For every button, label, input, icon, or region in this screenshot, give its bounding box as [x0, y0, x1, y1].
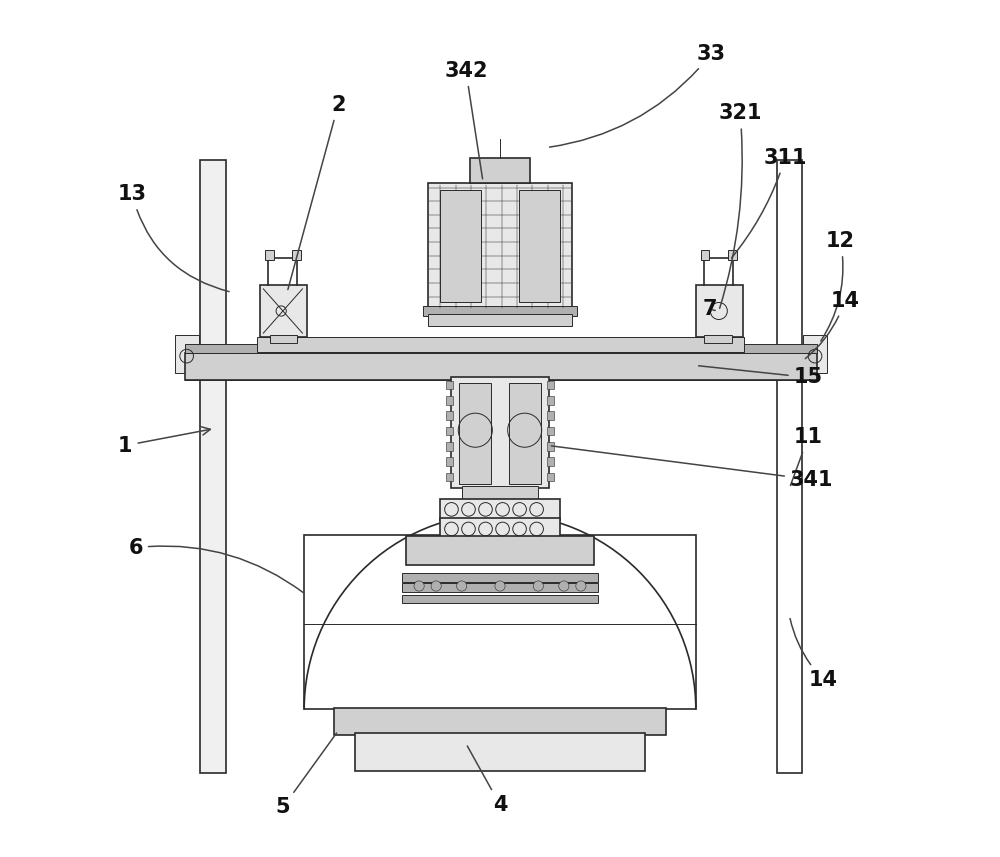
Bar	[428, 315, 572, 327]
Text: 311: 311	[732, 147, 807, 258]
Bar	[260, 285, 307, 337]
Bar	[423, 306, 577, 316]
Bar	[265, 249, 274, 260]
Circle shape	[431, 581, 441, 591]
Circle shape	[559, 581, 569, 591]
Bar	[440, 499, 560, 519]
Bar	[459, 383, 491, 484]
Bar	[547, 411, 554, 420]
Bar	[200, 160, 226, 773]
Circle shape	[576, 581, 586, 591]
Bar	[547, 427, 554, 435]
Bar	[406, 536, 594, 565]
Bar	[402, 573, 598, 582]
Bar	[428, 183, 572, 309]
Circle shape	[457, 581, 467, 591]
Bar	[803, 335, 827, 373]
Bar	[440, 518, 560, 539]
Bar	[446, 427, 453, 435]
Text: 15: 15	[699, 366, 823, 387]
Text: 341: 341	[551, 446, 833, 489]
Bar	[402, 595, 598, 603]
Circle shape	[495, 581, 505, 591]
Bar	[519, 190, 560, 303]
Bar	[547, 458, 554, 466]
Bar	[462, 486, 538, 500]
Bar	[185, 345, 817, 353]
Bar	[470, 158, 530, 183]
Bar	[446, 458, 453, 466]
Text: 2: 2	[288, 95, 345, 290]
Text: 1: 1	[118, 427, 210, 456]
Bar	[704, 335, 732, 344]
Text: 33: 33	[550, 44, 726, 147]
Text: 7: 7	[703, 299, 717, 320]
Text: 6: 6	[128, 537, 304, 593]
Bar	[446, 396, 453, 405]
Text: 12: 12	[821, 231, 855, 341]
Bar	[185, 353, 817, 380]
Text: 13: 13	[118, 184, 229, 291]
Bar	[547, 381, 554, 389]
Bar	[440, 190, 481, 303]
Bar	[509, 383, 541, 484]
Text: 4: 4	[467, 746, 507, 815]
Bar	[777, 160, 802, 773]
Text: 321: 321	[718, 104, 762, 309]
Text: 5: 5	[276, 733, 337, 818]
Bar	[547, 473, 554, 482]
Circle shape	[414, 581, 424, 591]
Bar	[355, 734, 645, 770]
Bar	[270, 335, 297, 344]
Bar	[547, 442, 554, 451]
Text: 11: 11	[790, 427, 823, 485]
Bar	[334, 708, 666, 735]
Bar	[547, 396, 554, 405]
Bar	[446, 411, 453, 420]
Circle shape	[533, 581, 543, 591]
Bar	[696, 285, 743, 337]
Bar	[304, 535, 696, 710]
Bar	[257, 337, 744, 352]
Bar	[402, 584, 598, 592]
Bar	[728, 249, 737, 260]
Bar	[446, 473, 453, 482]
Bar	[446, 381, 453, 389]
Text: 14: 14	[790, 619, 838, 690]
Bar	[446, 442, 453, 451]
Bar	[701, 249, 709, 260]
Text: 14: 14	[805, 291, 859, 358]
Bar	[175, 335, 199, 373]
Bar	[451, 377, 549, 488]
Text: 342: 342	[444, 61, 488, 179]
Bar	[292, 249, 301, 260]
